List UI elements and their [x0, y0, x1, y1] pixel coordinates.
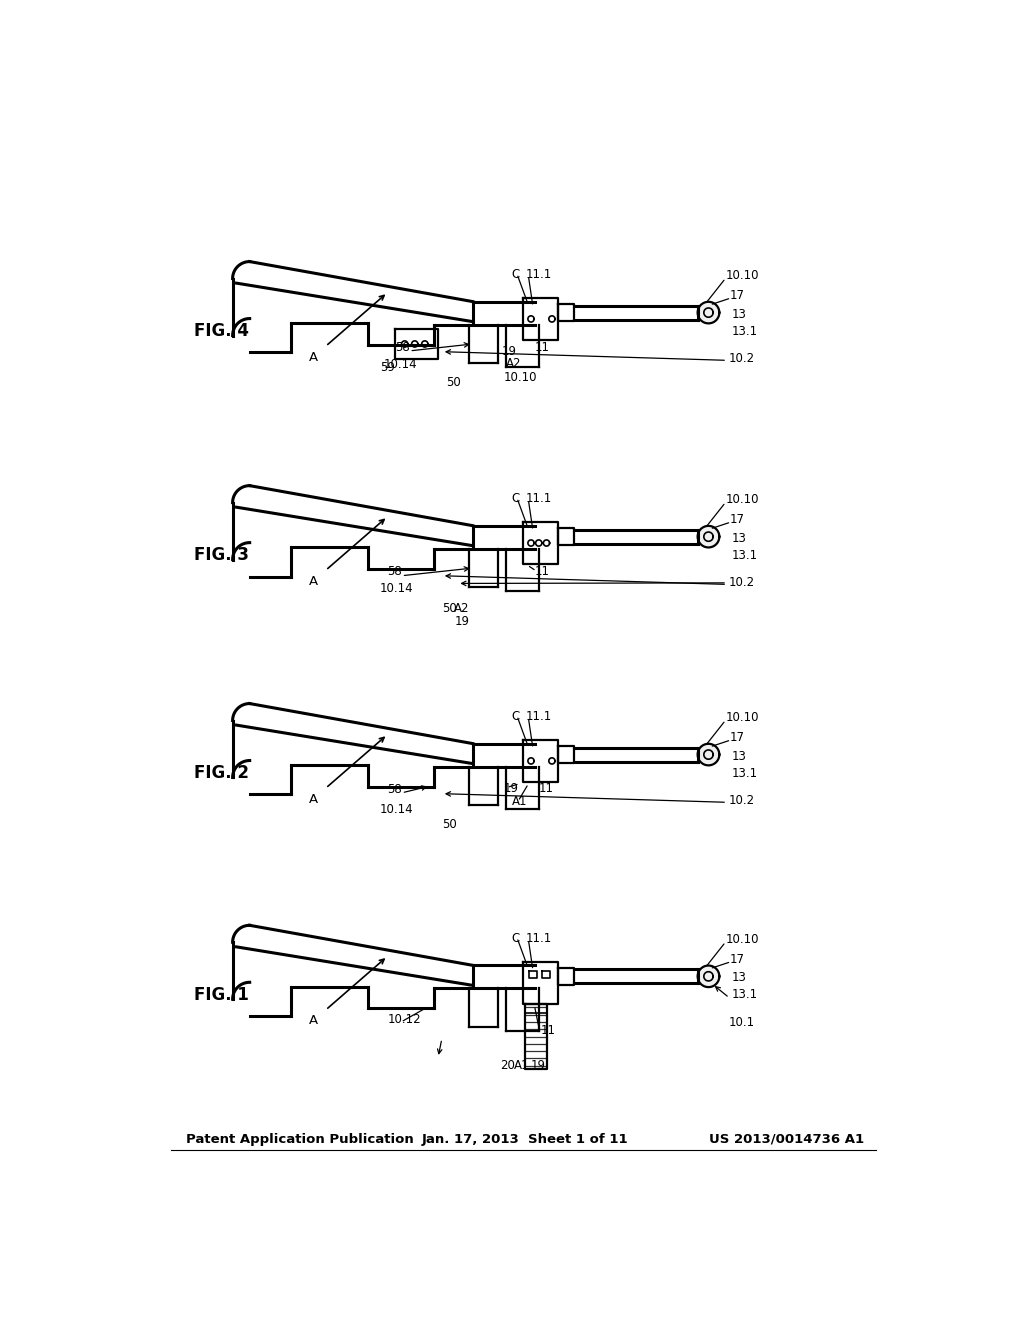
Text: 10.2: 10.2 — [729, 795, 755, 808]
Text: 19: 19 — [502, 345, 516, 358]
Text: 50: 50 — [445, 376, 461, 389]
Text: 10.10: 10.10 — [504, 371, 538, 384]
Text: 13: 13 — [732, 972, 746, 985]
Text: Patent Application Publication: Patent Application Publication — [186, 1133, 414, 1146]
Text: 10.14: 10.14 — [380, 582, 414, 595]
Text: 11.1: 11.1 — [525, 492, 552, 506]
Text: 50: 50 — [442, 818, 457, 832]
Text: FIG. 1: FIG. 1 — [194, 986, 249, 1003]
Text: A: A — [308, 792, 317, 805]
Text: 11.1: 11.1 — [525, 268, 552, 281]
Text: A2: A2 — [455, 602, 470, 615]
Text: 13: 13 — [732, 750, 746, 763]
Text: A1: A1 — [514, 1059, 529, 1072]
Text: 17: 17 — [729, 731, 744, 744]
Text: 19: 19 — [531, 1059, 546, 1072]
Text: 13.1: 13.1 — [732, 549, 758, 561]
Text: FIG. 2: FIG. 2 — [194, 764, 249, 781]
Text: 13.1: 13.1 — [732, 767, 758, 780]
Text: 10.10: 10.10 — [726, 711, 759, 725]
Text: 10.10: 10.10 — [726, 494, 759, 506]
Text: 17: 17 — [729, 289, 744, 302]
Polygon shape — [697, 302, 719, 323]
Text: A1: A1 — [512, 795, 527, 808]
Text: A: A — [308, 351, 317, 363]
Text: C: C — [512, 268, 520, 281]
Text: 11.1: 11.1 — [525, 710, 552, 723]
Polygon shape — [697, 965, 719, 987]
Text: 13: 13 — [732, 308, 746, 321]
Text: 50: 50 — [442, 602, 457, 615]
Text: 10.14: 10.14 — [384, 358, 418, 371]
Text: 58: 58 — [388, 783, 402, 796]
Text: Jan. 17, 2013  Sheet 1 of 11: Jan. 17, 2013 Sheet 1 of 11 — [422, 1133, 628, 1146]
Text: 17: 17 — [729, 953, 744, 966]
Text: 17: 17 — [729, 513, 744, 527]
Text: 19: 19 — [455, 615, 469, 628]
Text: A: A — [308, 1014, 317, 1027]
Text: 58: 58 — [395, 342, 411, 354]
Text: C: C — [512, 492, 520, 506]
Text: 10.12: 10.12 — [388, 1012, 421, 1026]
Text: 19: 19 — [504, 781, 519, 795]
Text: 11.1: 11.1 — [525, 932, 552, 945]
Text: C: C — [512, 710, 520, 723]
Text: A: A — [308, 574, 317, 587]
Text: 58: 58 — [388, 565, 402, 578]
Polygon shape — [697, 743, 719, 766]
Text: 11: 11 — [535, 565, 550, 578]
Text: 13: 13 — [732, 532, 746, 545]
Text: 10.2: 10.2 — [729, 577, 755, 589]
Text: 10.10: 10.10 — [726, 933, 759, 946]
Text: 13.1: 13.1 — [732, 989, 758, 1002]
Text: 59: 59 — [380, 360, 394, 374]
Text: 11: 11 — [539, 781, 554, 795]
Text: 10.2: 10.2 — [729, 352, 755, 366]
Polygon shape — [697, 525, 719, 548]
Text: FIG. 4: FIG. 4 — [194, 322, 249, 339]
Text: US 2013/0014736 A1: US 2013/0014736 A1 — [710, 1133, 864, 1146]
Text: A2: A2 — [506, 356, 521, 370]
Text: C: C — [512, 932, 520, 945]
Text: 10.14: 10.14 — [380, 803, 414, 816]
Text: 11: 11 — [541, 1024, 555, 1038]
Text: 20: 20 — [500, 1059, 515, 1072]
Text: 13.1: 13.1 — [732, 325, 758, 338]
Text: 11: 11 — [535, 342, 550, 354]
Text: 10.1: 10.1 — [729, 1016, 755, 1030]
Text: FIG. 3: FIG. 3 — [194, 546, 249, 564]
Text: 10.10: 10.10 — [726, 269, 759, 282]
